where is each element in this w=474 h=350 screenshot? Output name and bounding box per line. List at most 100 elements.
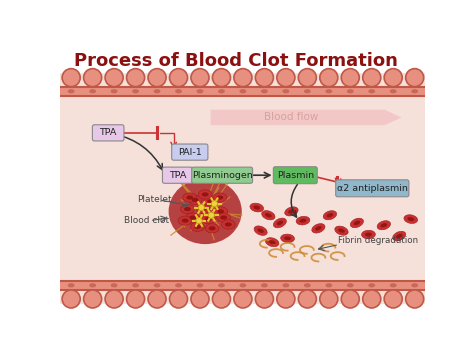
Ellipse shape	[261, 283, 268, 287]
Bar	[61, 87, 425, 96]
Text: Plasmin: Plasmin	[277, 171, 314, 180]
Ellipse shape	[200, 207, 206, 211]
Circle shape	[105, 69, 123, 87]
Ellipse shape	[350, 218, 364, 228]
Ellipse shape	[110, 283, 118, 287]
Ellipse shape	[325, 89, 332, 93]
Ellipse shape	[250, 203, 264, 212]
Circle shape	[320, 290, 338, 308]
Ellipse shape	[194, 225, 201, 229]
Ellipse shape	[273, 218, 286, 228]
Ellipse shape	[89, 283, 96, 287]
Ellipse shape	[390, 283, 397, 287]
Ellipse shape	[184, 207, 191, 211]
Circle shape	[83, 290, 101, 308]
Ellipse shape	[132, 89, 139, 93]
Ellipse shape	[265, 213, 272, 217]
Circle shape	[148, 290, 166, 308]
Ellipse shape	[411, 89, 418, 93]
Ellipse shape	[315, 226, 322, 231]
Ellipse shape	[188, 195, 202, 204]
Ellipse shape	[186, 195, 193, 199]
Circle shape	[212, 69, 230, 87]
Ellipse shape	[281, 234, 294, 243]
Text: Platelet: Platelet	[137, 195, 172, 204]
Circle shape	[234, 69, 252, 87]
Ellipse shape	[362, 230, 375, 239]
Ellipse shape	[285, 207, 298, 216]
Text: Fibrin degradation: Fibrin degradation	[337, 236, 418, 245]
Ellipse shape	[218, 283, 225, 287]
Circle shape	[211, 201, 218, 207]
Ellipse shape	[201, 215, 215, 224]
Ellipse shape	[197, 89, 203, 93]
Ellipse shape	[207, 199, 214, 203]
Circle shape	[384, 69, 402, 87]
Ellipse shape	[347, 283, 354, 287]
Ellipse shape	[304, 89, 311, 93]
Ellipse shape	[175, 283, 182, 287]
Circle shape	[277, 69, 295, 87]
Bar	[61, 73, 425, 304]
Ellipse shape	[368, 283, 375, 287]
Circle shape	[298, 69, 316, 87]
Circle shape	[363, 290, 381, 308]
Ellipse shape	[283, 283, 289, 287]
Ellipse shape	[175, 89, 182, 93]
Ellipse shape	[216, 195, 223, 199]
Ellipse shape	[390, 89, 397, 93]
Circle shape	[62, 69, 80, 87]
Ellipse shape	[205, 224, 219, 233]
Circle shape	[277, 290, 295, 308]
FancyBboxPatch shape	[172, 144, 208, 160]
Text: Blood flow: Blood flow	[264, 112, 319, 122]
Circle shape	[406, 290, 424, 308]
Circle shape	[148, 69, 166, 87]
Ellipse shape	[296, 216, 310, 225]
FancyArrow shape	[210, 110, 401, 125]
Circle shape	[62, 290, 80, 308]
Ellipse shape	[154, 283, 161, 287]
Ellipse shape	[392, 231, 406, 241]
Ellipse shape	[407, 217, 414, 221]
Circle shape	[234, 290, 252, 308]
Ellipse shape	[304, 283, 311, 287]
Circle shape	[406, 69, 424, 87]
Circle shape	[170, 290, 188, 308]
Ellipse shape	[381, 223, 387, 228]
Circle shape	[191, 290, 209, 308]
Ellipse shape	[257, 229, 264, 233]
Text: Plasminogen: Plasminogen	[192, 171, 253, 180]
Ellipse shape	[197, 283, 203, 287]
Ellipse shape	[213, 193, 227, 202]
Circle shape	[170, 69, 188, 87]
Ellipse shape	[312, 224, 325, 233]
Ellipse shape	[254, 226, 267, 236]
Ellipse shape	[190, 216, 196, 220]
Ellipse shape	[325, 283, 332, 287]
Ellipse shape	[277, 220, 283, 225]
Ellipse shape	[191, 198, 199, 202]
Circle shape	[127, 290, 145, 308]
Text: α2 antiplasmin: α2 antiplasmin	[337, 184, 408, 193]
FancyBboxPatch shape	[336, 180, 409, 197]
Ellipse shape	[365, 232, 372, 237]
Ellipse shape	[204, 197, 218, 206]
Ellipse shape	[178, 216, 192, 225]
Bar	[61, 281, 425, 290]
Ellipse shape	[132, 283, 139, 287]
Ellipse shape	[261, 89, 268, 93]
Ellipse shape	[169, 178, 242, 244]
Ellipse shape	[338, 229, 345, 233]
Ellipse shape	[377, 221, 391, 230]
Circle shape	[191, 69, 209, 87]
FancyBboxPatch shape	[163, 167, 192, 183]
Ellipse shape	[269, 240, 275, 244]
Ellipse shape	[265, 238, 279, 247]
Ellipse shape	[354, 221, 360, 225]
Circle shape	[212, 290, 230, 308]
Ellipse shape	[225, 222, 232, 226]
Circle shape	[341, 69, 359, 87]
Circle shape	[127, 69, 145, 87]
Ellipse shape	[182, 218, 189, 223]
